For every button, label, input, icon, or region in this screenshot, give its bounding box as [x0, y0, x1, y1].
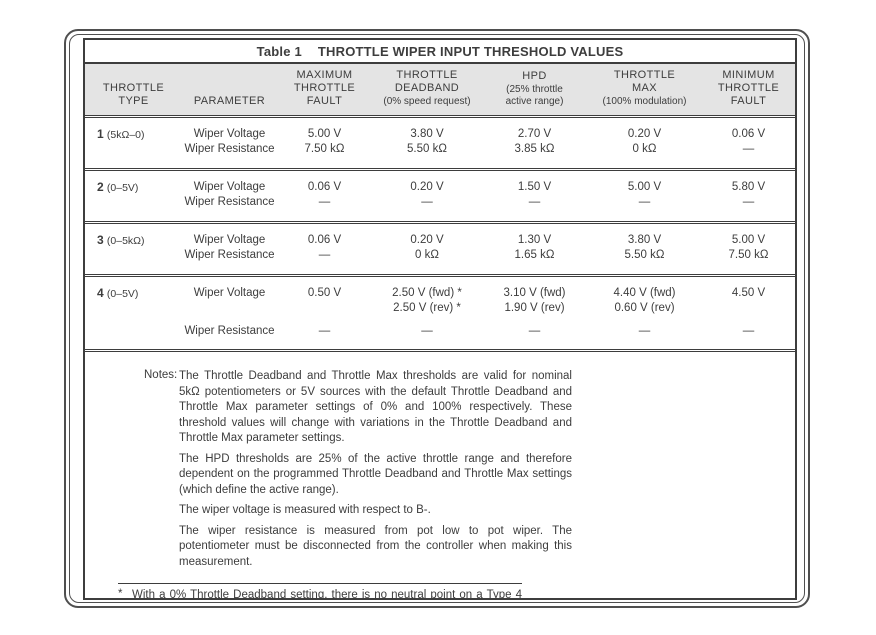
note-paragraph: The wiper voltage is measured with respe…: [179, 504, 431, 516]
table-row: Wiper Resistance — — — — —: [85, 195, 795, 222]
table-number: Table 1: [256, 43, 302, 59]
document-frame-inner: [69, 34, 805, 603]
table-row: 1 (5kΩ–0) Wiper Voltage 5.00 V 3.80 V 2.…: [85, 116, 795, 142]
value-cell: 1.50 V: [517, 180, 552, 193]
value-cell: —: [318, 324, 331, 337]
value-cell: 2.70 V: [517, 127, 552, 140]
parameter-cell: Wiper Resistance: [184, 143, 275, 155]
col-header-min-throttle-fault: MINIMUM THROTTLE FAULT: [702, 62, 795, 118]
table-row: 2 (0–5V) Wiper Voltage 0.06 V 0.20 V 1.5…: [85, 169, 795, 195]
table-row: Wiper Resistance — 0 kΩ 1.65 kΩ 5.50 kΩ …: [85, 248, 795, 275]
value-cell: 0 kΩ: [415, 249, 439, 261]
value-cell: 3.80 V: [627, 233, 662, 246]
value-cell: 4.50 V: [731, 286, 766, 299]
value-cell: —: [421, 324, 433, 337]
document-frame: [64, 29, 810, 608]
parameter-cell: Wiper Voltage: [193, 180, 266, 193]
parameter-cell: Wiper Resistance: [184, 324, 275, 337]
value-cell: 7.50 kΩ: [304, 143, 345, 155]
value-cell: 0.06 V: [731, 127, 766, 140]
threshold-table: THROTTLE TYPE PARAMETER MAXIMUM THROTTLE…: [85, 62, 795, 352]
footnote-asterisk: *: [118, 588, 123, 600]
col-header-throttle-max: THROTTLE MAX (100% modulation): [587, 62, 702, 118]
value-cell: 1.30 V: [517, 233, 552, 246]
value-cell: —: [742, 196, 755, 208]
parameter-cell: Wiper Resistance: [184, 196, 275, 208]
note-paragraph: The HPD thresholds are 25% of the active…: [179, 452, 572, 496]
value-cell: —: [528, 196, 541, 208]
note-paragraph: The wiper resistance is measured from po…: [179, 524, 572, 568]
footnote-section: * With a 0% Throttle Deadband setting, t…: [118, 583, 522, 600]
value-cell: 0.06 V: [307, 180, 342, 193]
throttle-type-3-group: 3 (0–5kΩ) Wiper Voltage 0.06 V 0.20 V 1.…: [85, 222, 795, 275]
table-title-text: THROTTLE WIPER INPUT THRESHOLD VALUES: [317, 43, 624, 59]
value-cell: 3.80 V: [410, 127, 444, 140]
value-cell: 4.40 V (fwd) 0.60 V (rev): [613, 286, 676, 315]
value-cell: —: [742, 143, 755, 155]
col-header-parameter: PARAMETER: [182, 62, 277, 118]
parameter-cell: Wiper Voltage: [193, 127, 266, 140]
col-header-throttle-type: THROTTLE TYPE: [85, 62, 182, 118]
value-cell: 3.10 V (fwd) 1.90 V (rev): [503, 286, 566, 315]
footnote-text: With a 0% Throttle Deadband setting, the…: [132, 589, 522, 600]
type-cell: 1 (5kΩ–0): [97, 126, 145, 141]
value-cell: 1.65 kΩ: [514, 249, 555, 261]
notes-section: Notes: The Throttle Deadband and Throttl…: [144, 369, 584, 575]
throttle-type-2-group: 2 (0–5V) Wiper Voltage 0.06 V 0.20 V 1.5…: [85, 169, 795, 222]
col-header-throttle-deadband: THROTTLE DEADBAND (0% speed request): [372, 62, 482, 118]
table1-container: Table 1 THROTTLE WIPER INPUT THRESHOLD V…: [83, 38, 797, 600]
type-cell: 4 (0–5V): [97, 285, 139, 300]
notes-paragraphs: The Throttle Deadband and Throttle Max t…: [179, 369, 572, 575]
col-header-hpd: HPD (25% throttle active range): [482, 62, 587, 118]
value-cell: 0 kΩ: [632, 143, 657, 155]
value-cell: 0.20 V: [410, 180, 444, 193]
parameter-cell: Wiper Voltage: [193, 233, 266, 246]
value-cell: 7.50 kΩ: [728, 249, 769, 261]
value-cell: 5.80 V: [731, 180, 766, 193]
value-cell: 0.20 V: [627, 127, 662, 140]
value-cell: 0.20 V: [410, 233, 444, 246]
value-cell: 5.00 V: [627, 180, 662, 193]
table-row: Wiper Resistance — — — — —: [85, 317, 795, 351]
note-paragraph: The Throttle Deadband and Throttle Max t…: [179, 370, 572, 444]
value-cell: —: [421, 196, 433, 208]
value-cell: —: [638, 324, 651, 337]
value-cell: —: [318, 249, 331, 261]
throttle-type-1-group: 1 (5kΩ–0) Wiper Voltage 5.00 V 3.80 V 2.…: [85, 116, 795, 169]
value-cell: 0.06 V: [307, 233, 342, 246]
value-cell: 0.50 V: [307, 286, 342, 299]
value-cell: —: [528, 324, 541, 337]
type-cell: 2 (0–5V): [97, 179, 139, 194]
table-row: Wiper Resistance 7.50 kΩ 5.50 kΩ 3.85 kΩ…: [85, 142, 795, 169]
value-cell: —: [638, 196, 651, 208]
value-cell: —: [318, 196, 331, 208]
value-cell: 5.00 V: [307, 127, 342, 140]
throttle-type-4-group: 4 (0–5V) Wiper Voltage 0.50 V 2.50 V (fw…: [85, 275, 795, 351]
col-header-max-throttle-fault: MAXIMUM THROTTLE FAULT: [277, 62, 372, 118]
table-row: 4 (0–5V) Wiper Voltage 0.50 V 2.50 V (fw…: [85, 275, 795, 317]
value-cell: 5.00 V: [731, 233, 766, 246]
table-title: Table 1 THROTTLE WIPER INPUT THRESHOLD V…: [85, 40, 795, 62]
value-cell: 3.85 kΩ: [514, 143, 555, 155]
notes-label: Notes:: [144, 369, 178, 381]
value-cell: —: [742, 324, 755, 337]
parameter-cell: Wiper Voltage: [193, 286, 266, 299]
type-cell: 3 (0–5kΩ): [97, 232, 145, 247]
parameter-cell: Wiper Resistance: [184, 249, 275, 261]
table-header-row: THROTTLE TYPE PARAMETER MAXIMUM THROTTLE…: [85, 62, 795, 118]
value-cell: 5.50 kΩ: [407, 143, 447, 155]
table-row: 3 (0–5kΩ) Wiper Voltage 0.06 V 0.20 V 1.…: [85, 222, 795, 248]
value-cell: 2.50 V (fwd) * 2.50 V (rev) *: [392, 286, 462, 315]
value-cell: 5.50 kΩ: [624, 249, 665, 261]
